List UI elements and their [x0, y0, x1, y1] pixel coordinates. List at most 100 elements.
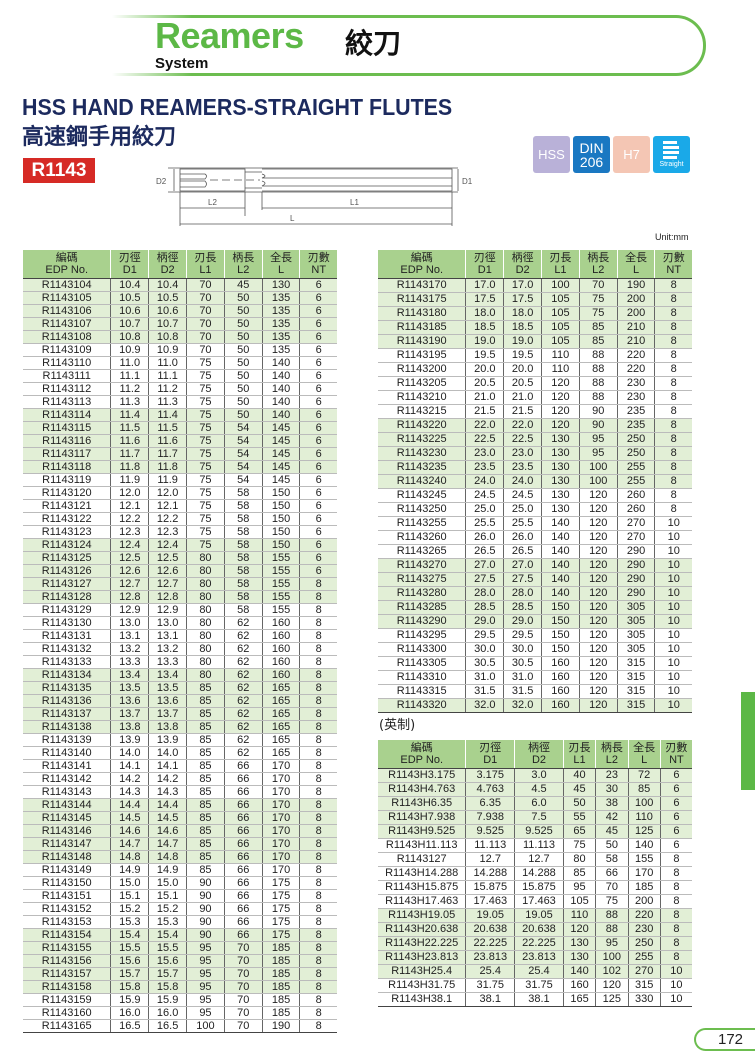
- value-cell: 170: [261, 811, 300, 825]
- value-cell: 85: [186, 746, 225, 760]
- value-cell: 50: [223, 343, 263, 357]
- value-cell: 6: [659, 824, 692, 839]
- value-cell: 160: [541, 698, 580, 713]
- value-cell: 12.2: [110, 512, 149, 526]
- value-cell: 170: [261, 850, 300, 864]
- value-cell: 110: [562, 908, 596, 923]
- reamer-diagram: D2 D1 L2 L1 L: [156, 167, 473, 226]
- value-cell: 11.9: [148, 473, 187, 487]
- value-cell: 10: [654, 544, 692, 559]
- value-cell: 28.0: [503, 586, 542, 601]
- table-row: R1143105 10.5 10.5 70 50 135 6: [23, 291, 337, 305]
- value-cell: 12.7: [148, 577, 187, 591]
- value-cell: 120: [578, 586, 618, 601]
- value-cell: 150: [261, 512, 300, 526]
- value-cell: 30.5: [465, 656, 504, 671]
- value-cell: 17.5: [465, 292, 504, 307]
- value-cell: 235: [616, 418, 655, 433]
- column-header: 編碼 EDP No.: [378, 250, 466, 279]
- value-cell: 13.3: [110, 655, 149, 669]
- value-cell: 13.7: [110, 707, 149, 721]
- value-cell: 155: [627, 852, 661, 867]
- value-cell: 62: [223, 668, 263, 682]
- value-cell: 75: [186, 356, 225, 370]
- value-cell: 32.0: [503, 698, 542, 713]
- column-header: 全長 L: [261, 250, 300, 279]
- value-cell: 24.5: [503, 488, 542, 503]
- value-cell: 54: [223, 460, 263, 474]
- value-cell: 15.7: [148, 967, 187, 981]
- value-cell: 8: [654, 404, 692, 419]
- value-cell: 170: [261, 863, 300, 877]
- value-cell: 20.5: [465, 376, 504, 391]
- value-cell: 14.288: [465, 866, 515, 881]
- value-cell: 155: [261, 577, 300, 591]
- value-cell: 95: [186, 1006, 225, 1020]
- table-row: R1143116 11.6 11.6 75 54 145 6: [23, 434, 337, 448]
- column-header-line: L2: [592, 263, 605, 276]
- value-cell: 50: [223, 408, 263, 422]
- value-cell: 305: [616, 628, 655, 643]
- value-cell: 160: [541, 670, 580, 685]
- edp-cell: R1143175: [378, 292, 466, 307]
- value-cell: 150: [261, 486, 300, 500]
- value-cell: 220: [627, 908, 661, 923]
- value-cell: 3.0: [514, 768, 564, 783]
- value-cell: 70: [223, 941, 263, 955]
- value-cell: 185: [261, 954, 300, 968]
- table-row: R1143315 31.5 31.5 160 120 315 10: [378, 684, 692, 699]
- value-cell: 23.0: [465, 446, 504, 461]
- table-row: R1143153 15.3 15.3 90 66 175 8: [23, 915, 337, 929]
- value-cell: 45: [223, 278, 263, 292]
- value-cell: 150: [261, 525, 300, 539]
- value-cell: 70: [223, 967, 263, 981]
- value-cell: 25.5: [465, 516, 504, 531]
- edp-cell: R1143250: [378, 502, 466, 517]
- column-header-line: EDP No.: [45, 263, 88, 276]
- table-row: R1143104 10.4 10.4 70 45 130 6: [23, 278, 337, 292]
- table-row: R1143250 25.0 25.0 130 120 260 8: [378, 502, 692, 517]
- value-cell: 11.1: [110, 369, 149, 383]
- value-cell: 210: [616, 320, 655, 335]
- value-cell: 7.5: [514, 810, 564, 825]
- value-cell: 185: [261, 993, 300, 1007]
- value-cell: 66: [223, 928, 263, 942]
- edp-cell: R1143H31.75: [378, 978, 466, 993]
- value-cell: 66: [223, 837, 263, 851]
- value-cell: 200: [616, 292, 655, 307]
- column-header-line: L2: [237, 263, 250, 276]
- value-cell: 11.6: [148, 434, 187, 448]
- value-cell: 105: [541, 320, 580, 335]
- value-cell: 58: [223, 603, 263, 617]
- table-row: R1143H17.463 17.463 17.463 105 75 200 8: [378, 894, 692, 909]
- d1-label: D1: [462, 177, 473, 186]
- column-header-line: 刃數: [662, 251, 685, 264]
- table-row: R1143111 11.1 11.1 75 50 140 6: [23, 369, 337, 383]
- value-cell: 85: [186, 759, 225, 773]
- value-cell: 80: [186, 603, 225, 617]
- value-cell: 160: [261, 629, 300, 643]
- edp-cell: R1143H38.1: [378, 992, 466, 1007]
- h7-badge: H7: [613, 136, 650, 173]
- edp-cell: R1143104: [23, 278, 111, 292]
- value-cell: 13.6: [110, 694, 149, 708]
- value-cell: 130: [261, 278, 300, 292]
- value-cell: 17.5: [503, 292, 542, 307]
- value-cell: 14.3: [148, 785, 187, 799]
- value-cell: 6: [299, 486, 337, 500]
- value-cell: 17.0: [465, 278, 504, 293]
- edp-cell: R1143138: [23, 720, 111, 734]
- value-cell: 100: [627, 796, 661, 811]
- value-cell: 10.9: [110, 343, 149, 357]
- value-cell: 10.4: [110, 278, 149, 292]
- metric-table-right: 編碼 EDP No. 刃徑 D1 柄徑 D2 刃長 L1 柄長 L2 全長 L 刃數 NT R1143170…: [378, 250, 692, 713]
- column-header: 刃長 L1: [186, 250, 225, 279]
- value-cell: 22.5: [465, 432, 504, 447]
- value-cell: 120: [578, 614, 618, 629]
- value-cell: 210: [616, 334, 655, 349]
- value-cell: 90: [186, 902, 225, 916]
- table-row: R1143190 19.0 19.0 105 85 210 8: [378, 334, 692, 349]
- column-header-line: 柄長: [587, 251, 610, 264]
- column-header: 刃數 NT: [659, 740, 692, 769]
- column-header: 柄徑 D2: [148, 250, 187, 279]
